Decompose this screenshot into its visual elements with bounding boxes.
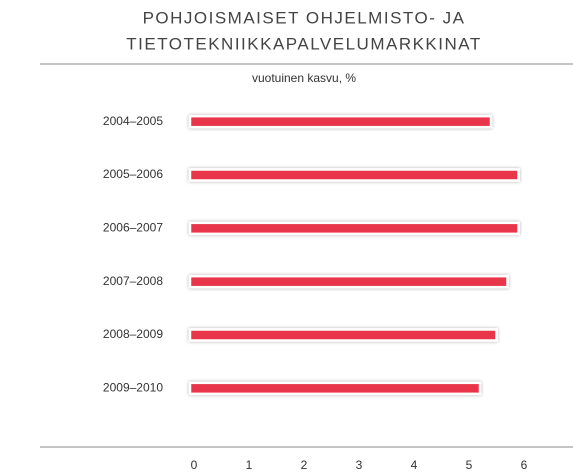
y-tick-label: 2006–2007 [103, 221, 163, 235]
x-tick-label: 1 [246, 458, 253, 472]
y-tick-label: 2008–2009 [103, 327, 163, 341]
y-tick-label: 2004–2005 [103, 114, 163, 128]
bar [188, 328, 498, 342]
x-tick-label: 2 [301, 458, 308, 472]
x-tick-label: 5 [466, 458, 473, 472]
bar [188, 114, 493, 129]
bar [188, 168, 520, 182]
y-tick-label: 2007–2008 [103, 274, 163, 288]
y-tick-label: 2009–2010 [103, 381, 163, 395]
bar [188, 274, 509, 289]
y-tick-label: 2005–2006 [103, 167, 163, 181]
subtitle: vuotuinen kasvu, % [252, 71, 356, 85]
x-tick-label: 6 [521, 458, 528, 472]
bar [188, 221, 520, 236]
x-tick-label: 3 [356, 458, 363, 472]
chart-title: POHJOISMAISET OHJELMISTO- JA [143, 8, 466, 27]
x-tick-label: 4 [411, 458, 418, 472]
x-tick-label: 0 [191, 458, 198, 472]
bar [188, 381, 482, 396]
chart-title: TIETOTEKNIIKKAPALVELUMARKKINAT [126, 34, 481, 53]
